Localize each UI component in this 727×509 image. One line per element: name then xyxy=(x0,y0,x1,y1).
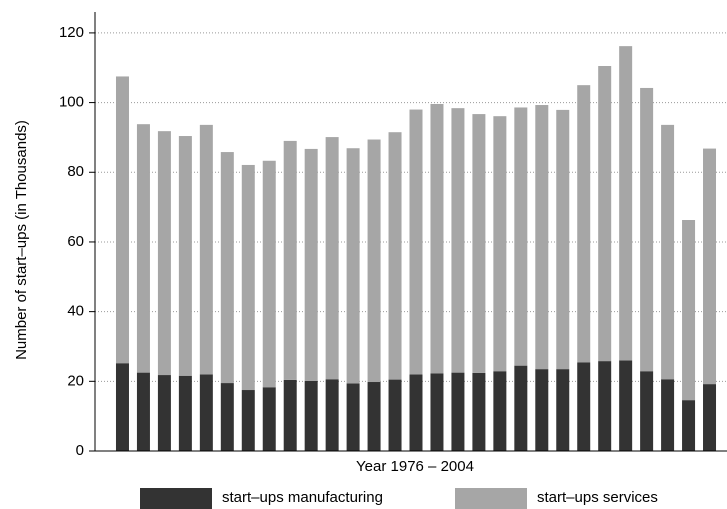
bar-segment xyxy=(262,160,276,388)
bar-segment xyxy=(514,107,528,366)
bar-segment xyxy=(535,369,549,451)
bar-segment xyxy=(325,379,339,451)
bar-segment xyxy=(472,114,486,373)
bar-segment xyxy=(199,374,213,451)
bar-segment xyxy=(430,103,444,374)
bar-segment xyxy=(262,387,276,451)
bar-segment xyxy=(283,140,297,380)
bar-segment xyxy=(115,76,129,364)
bar-segment xyxy=(640,87,654,372)
legend-label: start–ups services xyxy=(537,489,658,506)
bar-segment xyxy=(577,85,591,363)
bar-segment xyxy=(577,362,591,451)
bar-segment xyxy=(304,380,318,451)
bar-segment xyxy=(346,148,360,384)
bar-segment xyxy=(493,371,507,451)
bar-segment xyxy=(220,152,234,384)
bar-segment xyxy=(514,365,528,451)
bar-segment xyxy=(241,390,255,451)
bar-segment xyxy=(556,369,570,451)
bar-segment xyxy=(388,132,402,380)
bar-segment xyxy=(430,373,444,451)
y-tick-label: 60 xyxy=(67,233,84,250)
bar-segment xyxy=(157,375,171,451)
y-axis-label: Number of start–ups (in Thousands) xyxy=(13,120,30,360)
bar-segment xyxy=(619,360,633,451)
bar-segment xyxy=(640,371,654,451)
legend-swatch xyxy=(140,488,212,509)
bar-segment xyxy=(367,382,381,451)
bar-segment xyxy=(325,137,339,380)
legend-label: start–ups manufacturing xyxy=(222,489,383,506)
bar-segment xyxy=(703,148,717,385)
bar-segment xyxy=(682,400,696,451)
bar-segment xyxy=(157,131,171,376)
bar-segment xyxy=(703,384,717,451)
bar-segment xyxy=(661,379,675,451)
bar-segment xyxy=(619,46,633,361)
bar-segment xyxy=(388,379,402,451)
y-tick-label: 100 xyxy=(59,94,84,111)
bar-segment xyxy=(535,105,549,370)
bar-segment xyxy=(682,220,696,401)
bar-segment xyxy=(598,66,612,362)
bar-segment xyxy=(346,383,360,451)
bar-segment xyxy=(136,124,150,373)
y-tick-label: 0 xyxy=(76,442,84,459)
bar-segment xyxy=(241,164,255,391)
y-tick-label: 20 xyxy=(67,372,84,389)
y-tick-label: 120 xyxy=(59,24,84,41)
y-tick-label: 80 xyxy=(67,163,84,180)
bar-segment xyxy=(556,109,570,370)
bar-segment xyxy=(472,372,486,451)
y-tick-label: 40 xyxy=(67,303,84,320)
bar-segment xyxy=(283,379,297,451)
bar-segment xyxy=(304,148,318,381)
bar-segment xyxy=(661,124,675,380)
bar-segment xyxy=(493,116,507,372)
bar-segment xyxy=(451,108,465,373)
bar-segment xyxy=(115,363,129,451)
bar-segment xyxy=(220,383,234,451)
legend-swatch xyxy=(455,488,527,509)
bar-segment xyxy=(199,124,213,375)
bar-segment xyxy=(409,374,423,451)
bar-segment xyxy=(598,361,612,451)
bar-segment xyxy=(178,136,192,376)
bar-segment xyxy=(136,372,150,451)
bar-segment xyxy=(451,372,465,451)
bar-segment xyxy=(409,109,423,375)
bar-segment xyxy=(367,139,381,383)
bar-segment xyxy=(178,375,192,451)
x-axis-label: Year 1976 – 2004 xyxy=(356,458,474,475)
